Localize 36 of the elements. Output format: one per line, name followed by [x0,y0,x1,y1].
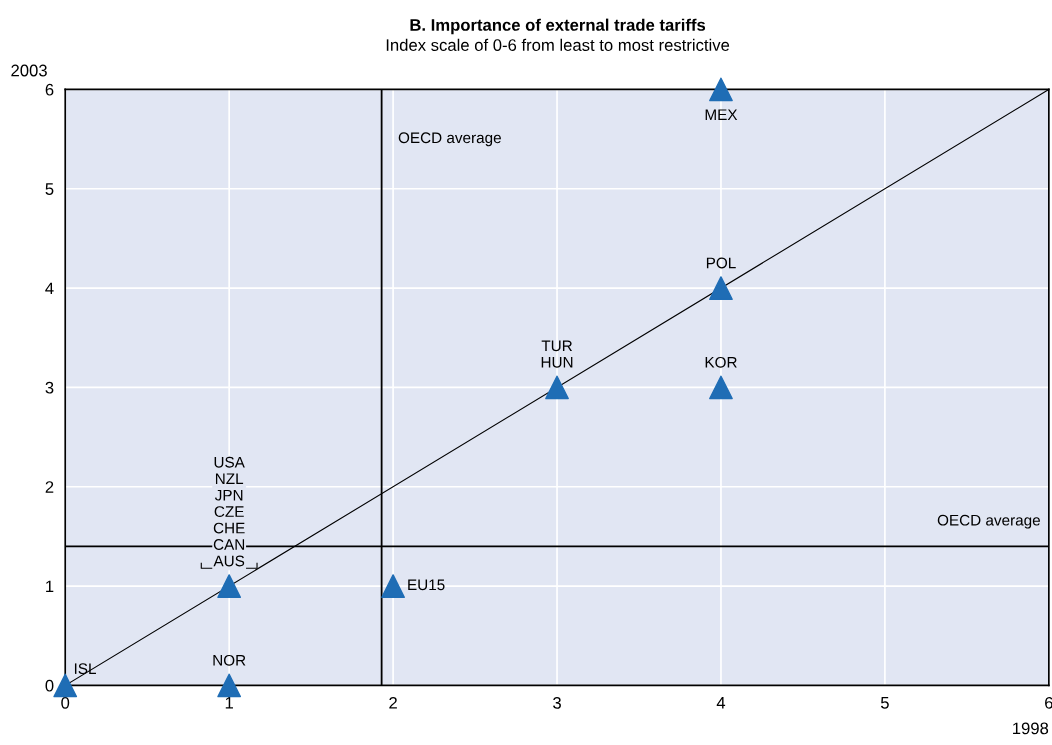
point [217,673,242,698]
annotation: USA NZL JPN CZE CHE CAN AUS [213,456,245,567]
annotation: MEX [705,109,738,120]
y-tick-label: 3 [45,381,54,394]
point [217,574,242,598]
point [381,574,405,598]
y-tick-label: 2 [45,481,54,493]
point [709,375,733,400]
y-tick-label: 1 [46,580,54,593]
point [53,673,78,698]
point [545,375,569,400]
y-tick-label: 4 [45,282,54,295]
annotation: TUR HUN [541,340,573,368]
annotation: ISL [74,663,96,675]
x-tick-label: 4 [716,697,726,709]
chart-title: B. Importance of external trade tariffs [410,18,706,35]
annotation: POL [706,257,736,269]
annotation: EU15 [408,579,445,591]
y-axis-title: 2003 [11,64,47,77]
y-tick-label: 5 [45,183,54,195]
x-tick-label: 2 [389,696,397,709]
ref-line-label: OECD average [398,132,501,147]
x-axis-title: 1998 [1013,722,1049,735]
ref-line-label: OECD average [937,514,1040,529]
y-tick-label: 6 [45,83,54,96]
point [709,276,733,300]
annotation: NOR [213,654,246,666]
annotation: KOR [705,356,737,368]
x-tick-label: 3 [553,696,561,709]
y-tick-label: 0 [45,679,54,692]
chart-subtitle: Index scale of 0-6 from least to most restrictive [386,38,730,51]
x-tick-label: 1 [225,697,233,709]
x-tick-label: 0 [61,696,70,709]
point [709,77,733,102]
x-tick-label: 5 [880,697,889,709]
x-tick-label: 6 [1045,696,1052,709]
